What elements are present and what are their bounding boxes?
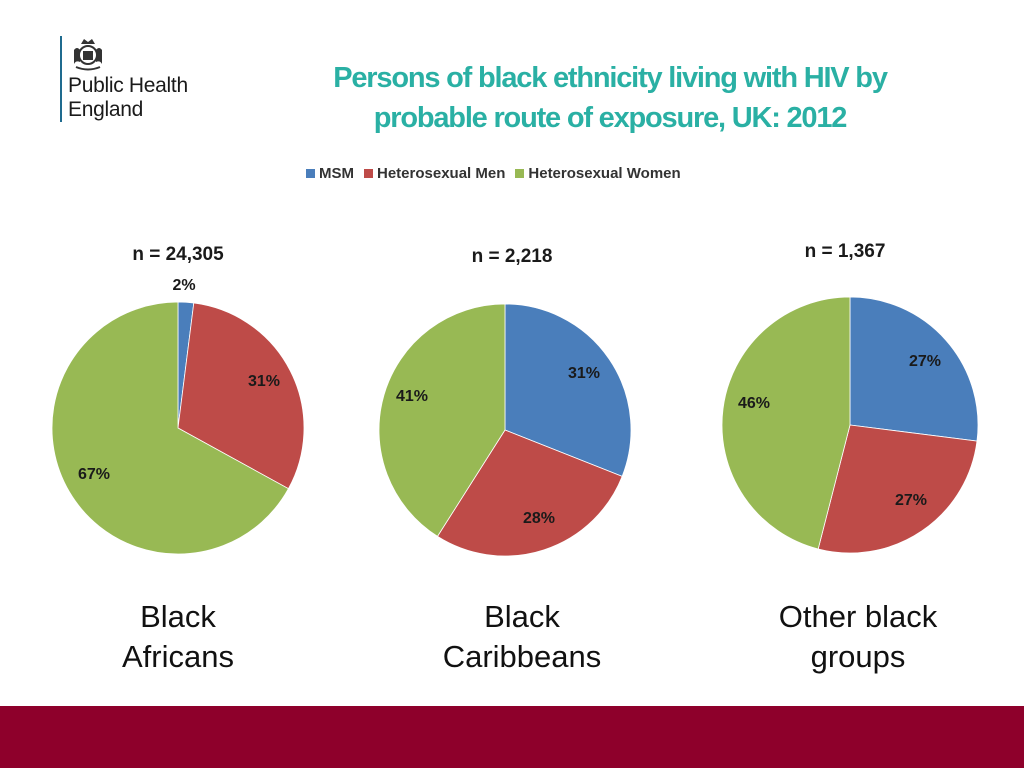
data-label-heterosexual-men: 28% [523, 510, 555, 527]
group-label-other-black-groups: Other black groups [728, 597, 988, 677]
legend-item-msm: MSM [306, 165, 354, 182]
phe-logo: Public Health England [60, 36, 230, 126]
pie-black-africans: n = 24,305 2% 31% 67% [51, 244, 305, 555]
n-label: n = 24,305 [132, 244, 224, 265]
legend-swatch-msm [306, 168, 315, 178]
data-label-heterosexual-women: 41% [396, 388, 428, 405]
pie-slice-heterosexual-men [817, 424, 978, 554]
pie-black-caribbeans: n = 2,218 31% 28% 41% [378, 246, 632, 557]
pie-slice-heterosexual-men [436, 429, 623, 557]
legend-label-heterosexual-women: Heterosexual Women [528, 164, 681, 182]
group-label-line: Caribbeans [442, 639, 602, 674]
pie-slice-heterosexual-women [378, 303, 506, 537]
legend-item-heterosexual-women: Heterosexual Women [515, 164, 681, 182]
legend-swatch-heterosexual-men [364, 168, 373, 178]
org-name-line1: Public Health [68, 74, 188, 97]
group-label-black-caribbeans: Black Caribbeans [392, 597, 652, 677]
group-label-line: Black [140, 599, 216, 634]
group-label-line: Other black [778, 599, 938, 634]
legend-label-msm: MSM [319, 164, 354, 182]
royal-crest-icon [74, 39, 102, 71]
org-name-line2: England [68, 98, 143, 121]
group-label-line: groups [810, 639, 906, 674]
chart-title-line2: probable route of exposure, UK: 2012 [373, 102, 848, 134]
pie-charts: n = 24,305 2%31%67% n = 2,218 31%28%41% … [51, 241, 979, 557]
data-label-heterosexual-women: 46% [738, 395, 770, 412]
legend-item-heterosexual-men: Heterosexual Men [364, 165, 505, 182]
chart-legend: MSM Heterosexual Men Heterosexual Women [306, 163, 691, 183]
group-label-black-africans: Black Africans [48, 597, 308, 677]
pie-slice-heterosexual-women [51, 301, 289, 555]
pie-slice-heterosexual-women [721, 296, 851, 550]
data-label-heterosexual-men: 31% [248, 373, 280, 390]
data-label-heterosexual-women: 67% [78, 466, 110, 483]
n-label: n = 2,218 [472, 246, 553, 267]
pie-slice-heterosexual-men [177, 302, 305, 490]
chart-title-line1: Persons of black ethnicity living with H… [333, 62, 888, 94]
data-label-msm: 2% [172, 277, 195, 294]
footer-bar [0, 706, 1024, 768]
n-label: n = 1,367 [805, 241, 886, 262]
legend-swatch-heterosexual-women [515, 168, 525, 178]
group-label-line: Africans [122, 639, 234, 674]
data-label-msm: 31% [568, 365, 600, 382]
pie-slice-msm [504, 303, 632, 477]
data-label-heterosexual-men: 27% [895, 492, 927, 509]
legend-label-heterosexual-men: Heterosexual Men [377, 164, 506, 182]
chart-title: Persons of black ethnicity living with H… [280, 58, 940, 138]
pie-other-black-groups: n = 1,367 27% 27% 46% [721, 241, 979, 554]
data-label-msm: 27% [909, 353, 941, 370]
pie-slice-msm [849, 296, 979, 442]
org-name: Public Health England [68, 74, 188, 122]
logo-divider [60, 36, 62, 122]
group-label-line: Black [484, 599, 560, 634]
